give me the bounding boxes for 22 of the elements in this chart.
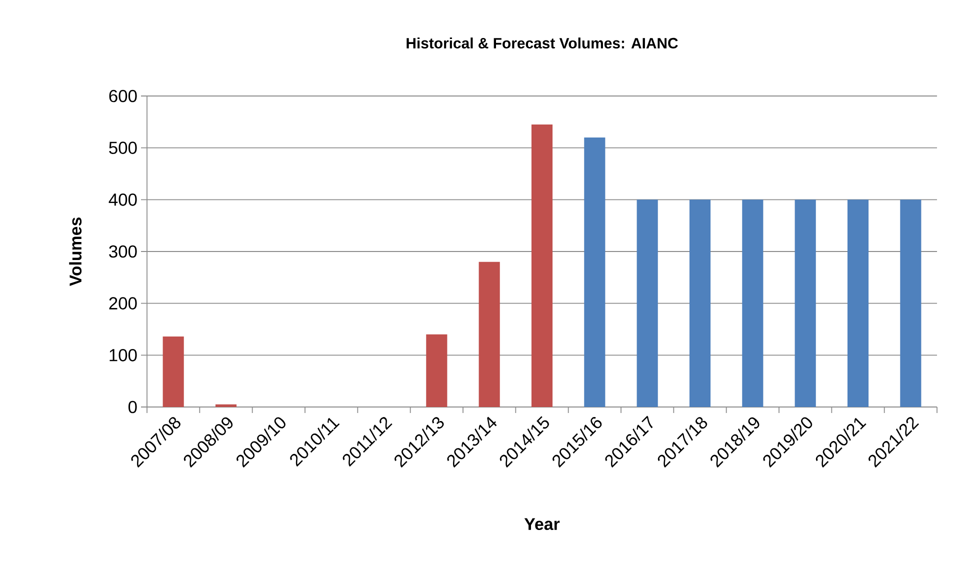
y-tick-label: 0 (128, 400, 137, 414)
bar (584, 137, 606, 407)
y-tick-label: 400 (108, 194, 137, 206)
bar (636, 200, 658, 407)
bar (847, 200, 869, 407)
y-tick-label: 500 (109, 142, 137, 154)
bar (900, 200, 922, 407)
bar (689, 200, 711, 407)
x-axis-title: Year (524, 518, 560, 530)
bar (478, 262, 500, 407)
y-tick-label: 600 (109, 90, 137, 102)
y-tick-label: 200 (109, 297, 137, 310)
y-axis-title: Volumes (69, 218, 82, 286)
bar (531, 124, 553, 407)
bar (426, 334, 448, 407)
bar (215, 404, 237, 407)
chart-title: Historical & Forecast Volumes: AIANC (406, 38, 678, 48)
bar (162, 336, 184, 407)
y-tick-label: 100 (110, 348, 137, 362)
bar (742, 200, 764, 407)
bar (794, 200, 816, 407)
y-tick-label: 300 (109, 245, 137, 258)
